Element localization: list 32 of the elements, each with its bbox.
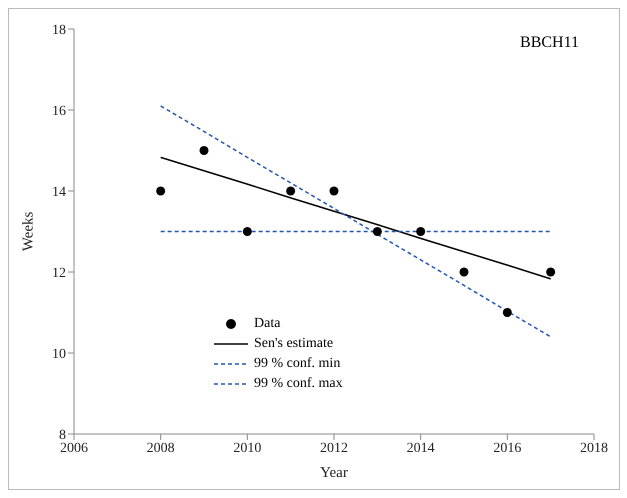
x-tick-label: 2014 <box>406 440 435 456</box>
y-axis-title: Weeks <box>20 212 36 252</box>
x-axis-title: Year <box>320 465 348 481</box>
y-tick-label: 14 <box>52 184 66 200</box>
line-series <box>160 105 552 338</box>
point <box>372 226 382 236</box>
legend-label: 99 % conf. min <box>254 355 340 373</box>
y-tick-label: 12 <box>52 266 66 281</box>
point <box>242 226 252 236</box>
point <box>329 186 339 196</box>
y-tick-label: 16 <box>52 104 66 119</box>
point <box>459 267 469 277</box>
x-tick-label: 2016 <box>493 440 522 456</box>
x-tick-label: 2006 <box>60 440 88 456</box>
x-tick-label: 2012 <box>320 440 348 456</box>
legend-label: Sen's estimate <box>254 335 334 353</box>
point <box>286 186 296 196</box>
x-tick-label: 2010 <box>233 440 262 456</box>
point <box>199 146 209 156</box>
y-tick-label: 10 <box>52 346 66 362</box>
line-series <box>160 156 552 280</box>
legend-label: 99 % conf. max <box>254 375 343 393</box>
x-tick-label: 2008 <box>146 440 175 456</box>
y-tick-label: 18 <box>52 22 66 38</box>
point <box>156 186 166 196</box>
point <box>502 308 512 318</box>
legend-label: Data <box>254 315 280 333</box>
point <box>546 267 556 277</box>
x-tick-label: 2018 <box>580 440 608 456</box>
annotation: BBCH11 <box>520 34 579 52</box>
point <box>416 226 426 236</box>
y-tick-label: 8 <box>59 428 66 443</box>
